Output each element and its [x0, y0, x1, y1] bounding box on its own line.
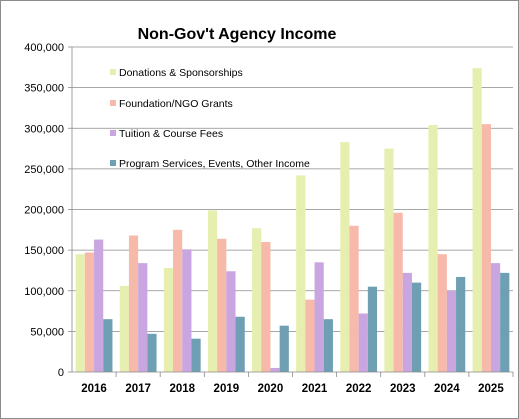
y-tick-label: 300,000: [24, 123, 64, 135]
y-tick-label: 50,000: [30, 326, 64, 338]
bar-2024-series-2: [437, 254, 447, 372]
legend: Donations & Sponsorships Foundation/NGO G…: [110, 67, 310, 170]
bar-2017-series-4: [147, 333, 157, 372]
bar-2022-series-1: [340, 142, 350, 372]
x-tick-label: 2023: [390, 383, 416, 395]
x-tick-label: 2021: [302, 383, 328, 395]
y-tick-label: 250,000: [24, 164, 64, 176]
x-tick-label: 2024: [434, 383, 460, 395]
bar-2017-series-1: [119, 285, 129, 372]
bar-2020-series-2: [261, 242, 271, 372]
bar-2017-series-3: [138, 263, 148, 372]
bar-2021-series-4: [323, 319, 333, 372]
y-tick-label: 400,000: [24, 42, 64, 54]
x-tick-label: 2019: [214, 383, 240, 395]
bar-2024-series-4: [456, 276, 466, 372]
x-tick-label: 2016: [81, 383, 107, 395]
x-tick-label: 2022: [346, 383, 372, 395]
y-tick-label: 100,000: [24, 286, 64, 298]
bar-2022-series-2: [349, 225, 359, 372]
bar-2024-series-1: [428, 125, 438, 372]
bar-2016-series-2: [84, 252, 95, 372]
legend-swatch-series-3: [110, 130, 116, 136]
bars: [75, 68, 510, 372]
y-tick-label: 350,000: [24, 83, 64, 95]
bar-2019-series-1: [207, 210, 218, 372]
legend-label-series-4: Program Services, Events, Other Income: [119, 158, 310, 170]
bar-2019-series-3: [226, 271, 236, 372]
bar-2021-series-1: [296, 175, 306, 372]
bar-2023-series-2: [393, 212, 403, 372]
bar-2025-series-2: [481, 124, 491, 372]
bar-2019-series-4: [235, 316, 245, 372]
chart-title: Non-Gov't Agency Income: [138, 26, 337, 43]
y-tick-label: 0: [58, 367, 64, 379]
x-tick-label: 2017: [125, 383, 151, 395]
legend-swatch-series-4: [110, 160, 116, 166]
bar-2020-series-1: [252, 228, 262, 372]
bar-2020-series-4: [279, 325, 289, 372]
bar-2025-series-1: [472, 68, 482, 372]
y-tick-label: 150,000: [24, 245, 64, 257]
bar-2018-series-3: [182, 249, 192, 372]
bar-2024-series-3: [446, 290, 457, 372]
bar-2018-series-2: [173, 229, 183, 372]
bar-2016-series-4: [103, 319, 113, 372]
legend-swatch-series-2: [110, 100, 116, 106]
x-axis-tick-labels: 2016 2017 2018 2019 2020 2021 2022 2023 2024 2025: [81, 383, 504, 395]
bar-2018-series-1: [163, 268, 174, 372]
legend-swatch-series-1: [110, 69, 116, 75]
bar-2016-series-1: [75, 254, 85, 372]
bar-2022-series-4: [367, 286, 378, 372]
y-axis-tick-labels: 0 50,000 100,000 150,000 200,000 250,000 300,0…: [24, 42, 64, 379]
y-tick-label: 200,000: [24, 205, 64, 217]
bar-2018-series-4: [191, 338, 201, 372]
bar-2021-series-3: [314, 262, 324, 372]
x-tick-label: 2020: [258, 383, 284, 395]
legend-label-series-3: Tuition & Course Fees: [119, 128, 223, 140]
bar-2023-series-4: [411, 282, 422, 372]
legend-label-series-2: Foundation/NGO Grants: [119, 98, 233, 110]
bar-2020-series-3: [270, 367, 280, 372]
bar-2021-series-2: [305, 299, 315, 372]
x-tick-label: 2018: [169, 383, 195, 395]
bar-2025-series-4: [500, 272, 510, 372]
bar-2017-series-2: [128, 235, 139, 372]
bar-2016-series-3: [94, 239, 104, 372]
axes: [71, 47, 514, 377]
bar-2025-series-3: [490, 263, 501, 372]
bar-2019-series-2: [217, 238, 227, 372]
bar-2023-series-3: [402, 272, 412, 372]
bar-2023-series-1: [384, 148, 394, 372]
bar-2022-series-3: [358, 313, 368, 372]
legend-label-series-1: Donations & Sponsorships: [119, 67, 243, 79]
x-tick-label: 2025: [478, 383, 504, 395]
